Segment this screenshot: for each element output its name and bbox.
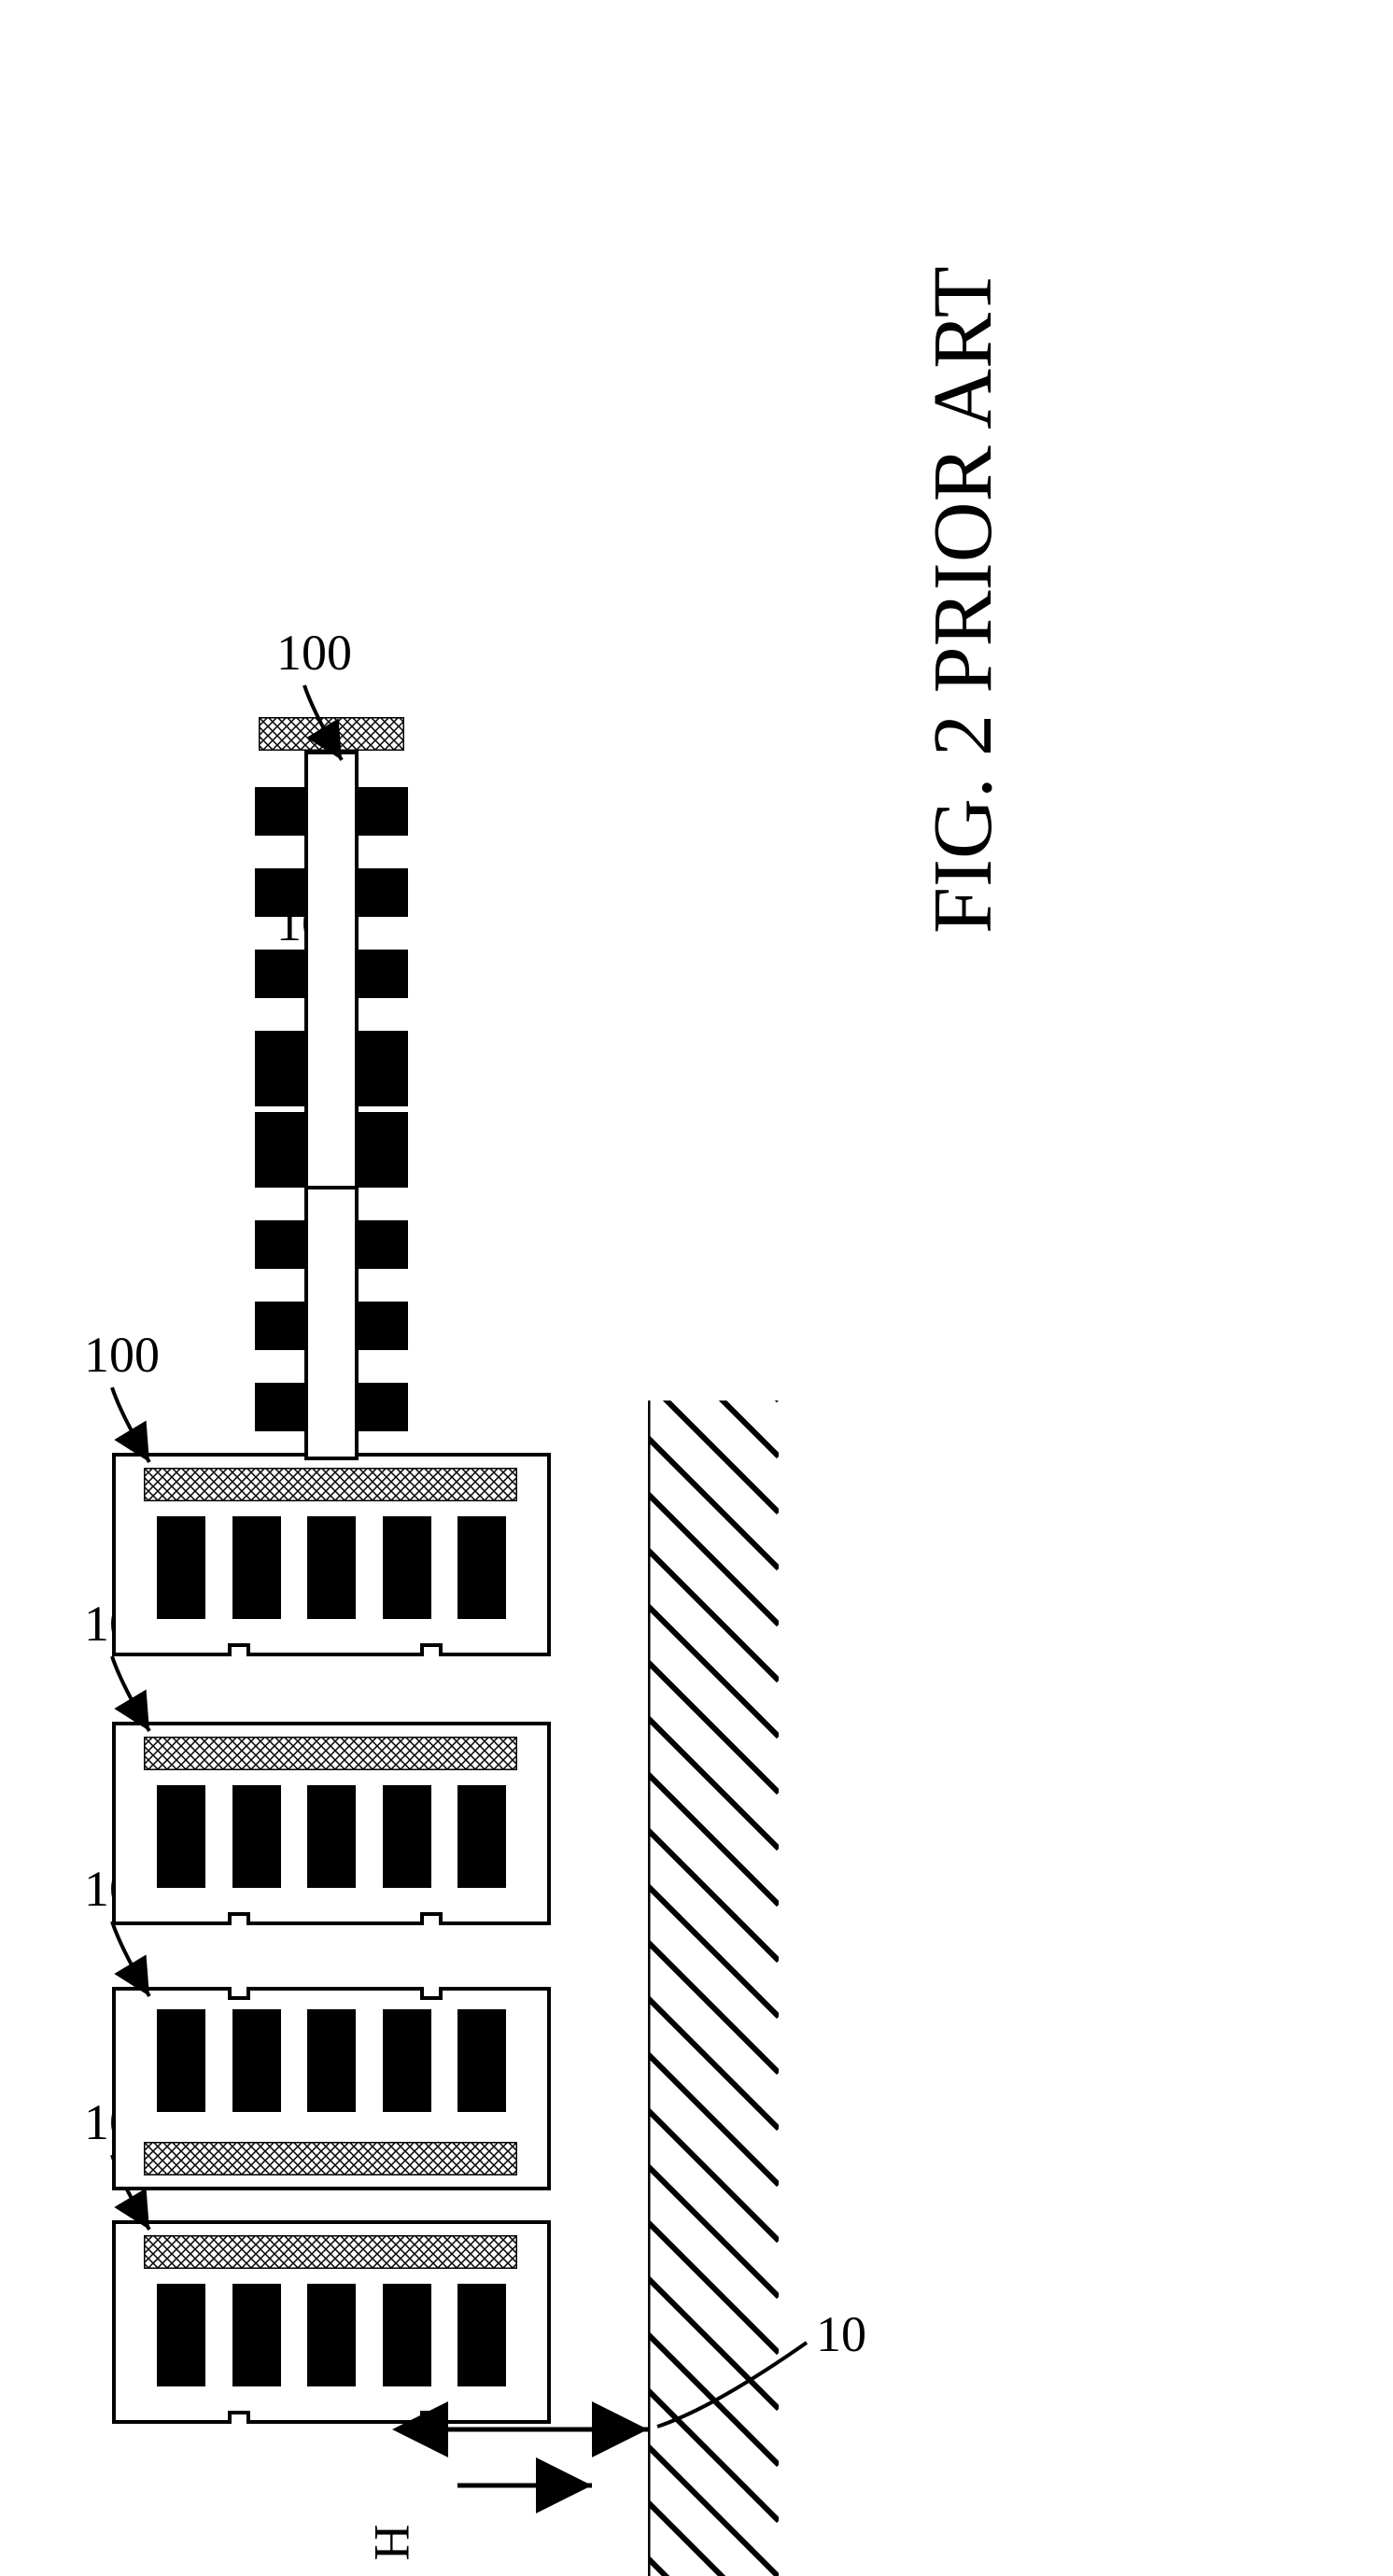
height-label: H (363, 2525, 421, 2561)
figure-caption: FIG. 2 PRIOR ART (915, 266, 1011, 934)
